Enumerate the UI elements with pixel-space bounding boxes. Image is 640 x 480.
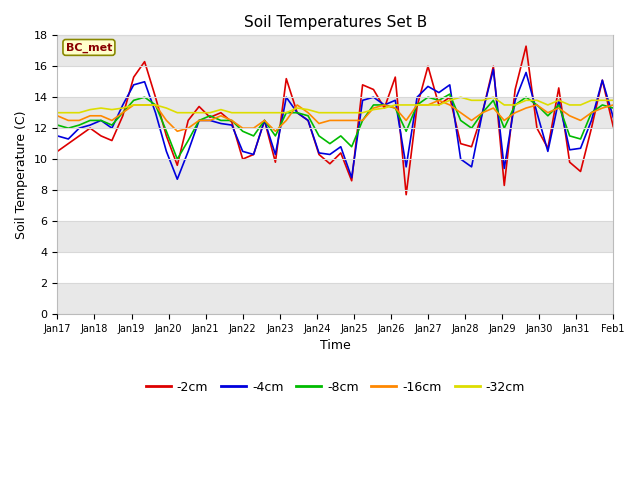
Line: -8cm: -8cm bbox=[58, 94, 613, 159]
-8cm bbox=[359, 118, 367, 123]
-2cm bbox=[609, 124, 617, 130]
-2cm bbox=[392, 74, 399, 80]
Line: -2cm: -2cm bbox=[58, 46, 613, 195]
Line: -32cm: -32cm bbox=[58, 97, 613, 113]
-4cm bbox=[173, 176, 181, 182]
-8cm bbox=[424, 95, 432, 100]
-32cm bbox=[392, 102, 399, 108]
-32cm bbox=[250, 110, 257, 116]
-8cm bbox=[446, 91, 454, 97]
Bar bbox=[58, 221, 613, 252]
-16cm bbox=[326, 118, 333, 123]
-4cm bbox=[260, 118, 268, 123]
-8cm bbox=[173, 156, 181, 162]
-16cm bbox=[260, 118, 268, 123]
Text: BC_met: BC_met bbox=[66, 42, 112, 53]
-2cm bbox=[348, 178, 355, 184]
-2cm bbox=[403, 192, 410, 198]
-16cm bbox=[609, 102, 617, 108]
-4cm bbox=[54, 133, 61, 139]
-16cm bbox=[173, 128, 181, 134]
Bar bbox=[58, 283, 613, 314]
Y-axis label: Soil Temperature (C): Soil Temperature (C) bbox=[15, 110, 28, 239]
-16cm bbox=[435, 97, 443, 103]
-8cm bbox=[54, 122, 61, 128]
-32cm bbox=[577, 102, 584, 108]
Title: Soil Temperatures Set B: Soil Temperatures Set B bbox=[244, 15, 427, 30]
-4cm bbox=[609, 114, 617, 120]
-4cm bbox=[424, 84, 432, 89]
-16cm bbox=[424, 102, 432, 108]
-16cm bbox=[403, 118, 410, 123]
Legend: -2cm, -4cm, -8cm, -16cm, -32cm: -2cm, -4cm, -8cm, -16cm, -32cm bbox=[141, 376, 530, 399]
-8cm bbox=[609, 105, 617, 111]
X-axis label: Time: Time bbox=[320, 339, 351, 352]
-2cm bbox=[54, 148, 61, 154]
-32cm bbox=[457, 95, 465, 100]
Bar bbox=[58, 159, 613, 190]
-4cm bbox=[359, 97, 367, 103]
-8cm bbox=[403, 128, 410, 134]
-32cm bbox=[315, 110, 323, 116]
-4cm bbox=[326, 152, 333, 157]
-4cm bbox=[97, 118, 105, 123]
-4cm bbox=[403, 164, 410, 170]
-16cm bbox=[97, 113, 105, 119]
-2cm bbox=[315, 152, 323, 157]
-32cm bbox=[97, 105, 105, 111]
-2cm bbox=[424, 63, 432, 69]
-32cm bbox=[609, 97, 617, 103]
-2cm bbox=[97, 133, 105, 139]
-8cm bbox=[260, 118, 268, 123]
-4cm bbox=[490, 67, 497, 72]
-16cm bbox=[54, 113, 61, 119]
Line: -4cm: -4cm bbox=[58, 70, 613, 179]
-32cm bbox=[413, 102, 421, 108]
-2cm bbox=[522, 43, 530, 49]
Line: -16cm: -16cm bbox=[58, 100, 613, 131]
-16cm bbox=[359, 118, 367, 123]
-32cm bbox=[54, 110, 61, 116]
Bar bbox=[58, 36, 613, 66]
Bar bbox=[58, 97, 613, 128]
-8cm bbox=[326, 141, 333, 146]
-2cm bbox=[250, 152, 257, 157]
-8cm bbox=[97, 118, 105, 123]
